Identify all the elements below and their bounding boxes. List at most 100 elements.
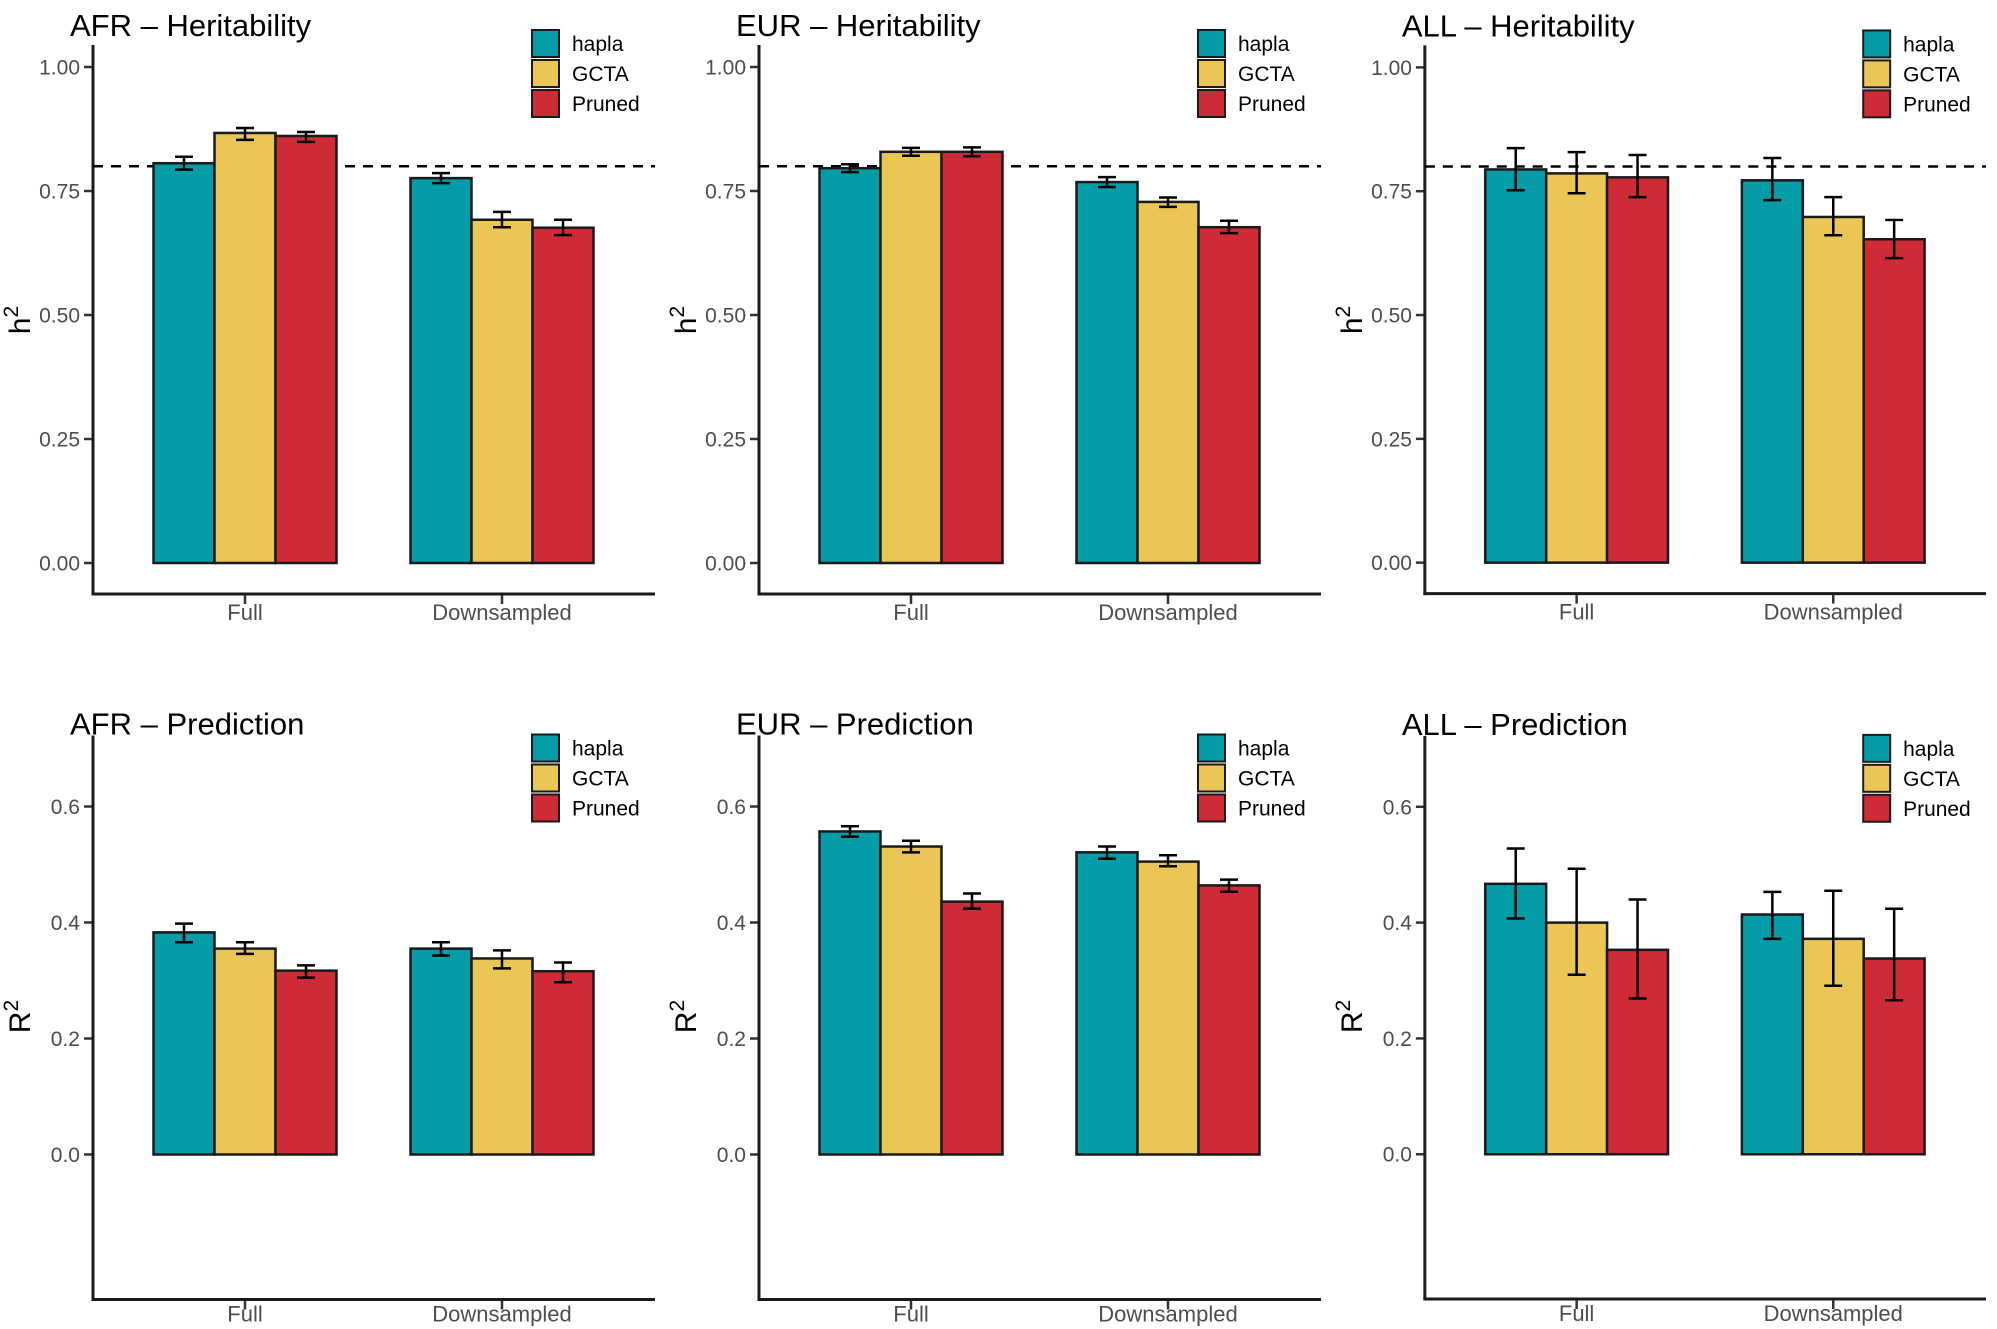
legend-label: GCTA [572,768,629,791]
panel-svg-all-prediction: ALL – Prediction R2 0.0 0.2 0.4 0.6 Full Downsa… [1332,707,1987,1326]
y-axis-title: h2 [1332,306,1369,334]
bar-Pruned-Downsampled [531,226,595,565]
bar-hapla-Downsampled [409,947,473,1156]
y-tick-label: 0.2 [717,1028,746,1051]
legend-label: GCTA [572,63,629,86]
x-tick-label: Full [227,600,262,625]
legend-swatch-GCTA [1197,59,1226,88]
bar-hapla-Full [818,166,882,565]
x-tick-label: Full [893,600,928,625]
legend-label: hapla [1903,738,1955,761]
panel-svg-all-heritability: ALL – Heritability h2 0.00 0.25 0.50 0.75 1.00… [1332,8,1987,625]
legend-swatch-GCTA [1862,763,1892,793]
bar-GCTA-Full [879,845,943,1156]
panel-all-heritability: ALL – Heritability h2 0.00 0.25 0.50 0.75 1.00… [1332,0,1997,664]
y-tick-label: 0.4 [1383,912,1412,935]
legend-label: GCTA [1903,63,1960,86]
x-tick-label: Full [1559,600,1594,625]
panel-all-prediction: ALL – Prediction R2 0.0 0.2 0.4 0.6 Full Downsa… [1332,664,1997,1329]
y-tick-label: 0.50 [1371,305,1412,328]
x-tick-label: Downsampled [1764,1301,1903,1326]
panel-title: EUR – Prediction [736,707,974,742]
legend-swatch-Pruned [1197,89,1226,118]
bar-Pruned-Downsampled [1197,884,1261,1156]
bar-GCTA-Downsampled [1136,860,1200,1156]
panel-title: ALL – Prediction [1402,707,1628,742]
bar-GCTA-Downsampled [470,218,534,565]
y-tick-label: 0.2 [51,1028,80,1051]
bar-GCTA-Full [213,131,277,565]
bar-GCTA-Downsampled [1801,215,1865,564]
legend-swatch-hapla [531,733,560,763]
y-tick-label: 0.00 [39,553,80,576]
y-tick-label: 0.00 [705,553,746,576]
bar-Pruned-Full [940,900,1004,1156]
legend-label: Pruned [572,93,640,116]
y-tick-label: 0.6 [1383,796,1412,819]
bar-hapla-Downsampled [1075,180,1139,565]
panel-title: AFR – Heritability [70,8,312,43]
panel-afr-prediction: AFR – Prediction R2 0.0 0.2 0.4 0.6 Full Downsa… [0,664,666,1329]
bar-hapla-Full [152,161,216,565]
legend-label: Pruned [1903,93,1971,116]
bar-hapla-Full [1484,882,1548,1156]
bar-GCTA-Full [213,947,277,1156]
y-tick-label: 1.00 [1371,57,1412,80]
bar-hapla-Full [1484,168,1548,564]
legend-swatch-Pruned [1862,89,1892,119]
panel-eur-prediction: EUR – Prediction R2 0.0 0.2 0.4 0.6 Full Downsa… [666,664,1332,1329]
legend-label: Pruned [1903,798,1971,821]
panel-svg-eur-prediction: EUR – Prediction R2 0.0 0.2 0.4 0.6 Full Downsa… [666,707,1321,1327]
legend-label: hapla [1238,738,1290,761]
y-axis-title: R2 [1332,1000,1369,1033]
legend-label: Pruned [572,798,640,821]
panel-svg-eur-heritability: EUR – Heritability h2 0.00 0.25 0.50 0.75 1.00… [666,8,1321,625]
legend-swatch-GCTA [531,59,560,88]
bar-Pruned-Downsampled [1197,225,1261,565]
bar-Pruned-Full [1605,176,1670,564]
bar-hapla-Downsampled [1740,179,1805,564]
legend-swatch-Pruned [531,89,560,118]
y-tick-label: 0.2 [1383,1028,1412,1051]
legend-swatch-Pruned [1862,793,1892,823]
bar-Pruned-Downsampled [1862,238,1926,564]
y-tick-label: 0.25 [39,429,80,452]
bar-hapla-Downsampled [1740,913,1805,1156]
y-axis-title: R2 [0,1000,37,1033]
bar-hapla-Downsampled [409,176,473,565]
x-tick-label: Downsampled [1764,600,1903,625]
bar-Pruned-Downsampled [531,969,595,1156]
legend-swatch-hapla [531,29,560,58]
panel-svg-afr-heritability: AFR – Heritability h2 0.00 0.25 0.50 0.75 1.00… [0,8,655,625]
y-tick-label: 0.0 [1383,1144,1412,1167]
bar-Pruned-Full [274,134,338,565]
x-tick-label: Downsampled [1098,600,1237,625]
panel-title: EUR – Heritability [736,8,981,43]
legend-label: hapla [1238,33,1290,56]
bar-hapla-Full [818,830,882,1156]
legend-swatch-hapla [1197,29,1226,58]
legend-swatch-Pruned [1197,793,1226,823]
y-axis-title: h2 [666,306,703,334]
legend-label: GCTA [1903,768,1960,791]
y-tick-label: 0.00 [1371,552,1412,575]
legend-swatch-GCTA [1197,763,1226,793]
bar-GCTA-Full [1544,172,1609,564]
panel-svg-afr-prediction: AFR – Prediction R2 0.0 0.2 0.4 0.6 Full Downsa… [0,707,655,1327]
panel-eur-heritability: EUR – Heritability h2 0.00 0.25 0.50 0.75 1.00… [666,0,1332,664]
y-tick-label: 0.75 [39,181,80,204]
x-tick-label: Downsampled [1098,1302,1237,1327]
x-tick-label: Full [893,1302,928,1327]
legend-swatch-GCTA [1862,59,1892,89]
bar-Pruned-Full [274,969,338,1156]
bar-hapla-Full [152,931,216,1156]
y-tick-label: 1.00 [39,57,80,80]
legend-label: hapla [572,33,624,56]
legend-label: GCTA [1238,63,1295,86]
y-tick-label: 0.0 [51,1144,80,1167]
legend-swatch-Pruned [531,793,560,823]
bar-hapla-Downsampled [1075,851,1139,1156]
y-tick-label: 0.50 [39,305,80,328]
y-tick-label: 0.25 [1371,428,1412,451]
panel-title: ALL – Heritability [1402,8,1635,43]
